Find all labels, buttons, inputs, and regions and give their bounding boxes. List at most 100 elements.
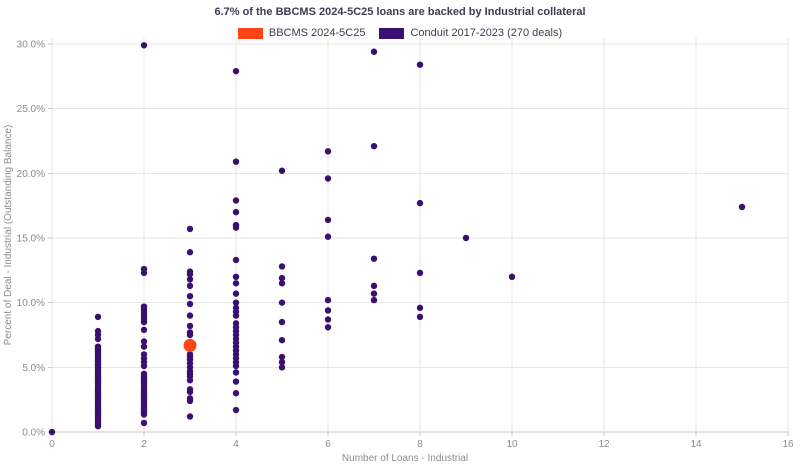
data-point[interactable] — [186, 293, 194, 300]
data-point[interactable] — [370, 48, 378, 55]
legend-label-conduit: Conduit 2017-2023 (270 deals) — [410, 27, 563, 39]
data-point[interactable] — [183, 338, 197, 352]
y-tick-label: 20.0% — [17, 169, 45, 180]
data-point[interactable] — [278, 318, 286, 326]
series-conduit-2017-2023-270-deals- — [48, 42, 746, 436]
data-point[interactable] — [140, 338, 148, 345]
data-point[interactable] — [186, 413, 194, 420]
data-point[interactable] — [416, 61, 424, 68]
data-point[interactable] — [140, 411, 148, 418]
data-point[interactable] — [232, 280, 240, 287]
data-point[interactable] — [416, 313, 424, 321]
data-point[interactable] — [232, 378, 240, 385]
data-point[interactable] — [278, 364, 286, 371]
y-tick-label: 5.0% — [22, 363, 45, 374]
x-tick-label: 16 — [782, 439, 794, 450]
data-point[interactable] — [186, 312, 194, 319]
x-tick-label: 14 — [690, 439, 702, 450]
data-point[interactable] — [186, 271, 194, 278]
data-point[interactable] — [370, 282, 378, 290]
data-point[interactable] — [416, 304, 424, 312]
data-point[interactable] — [324, 216, 332, 224]
y-tick-label: 25.0% — [17, 104, 45, 115]
data-point[interactable] — [416, 199, 424, 207]
data-point[interactable] — [232, 299, 240, 306]
data-point[interactable] — [232, 362, 240, 370]
data-point[interactable] — [186, 276, 194, 283]
data-point[interactable] — [94, 335, 102, 343]
data-point[interactable] — [140, 269, 148, 277]
conduit-swatch-icon — [379, 27, 405, 39]
y-tick-label: 15.0% — [17, 234, 45, 245]
data-point[interactable] — [370, 296, 378, 304]
x-tick-label: 12 — [598, 439, 610, 450]
data-point[interactable] — [232, 67, 240, 75]
y-tick-label: 30.0% — [17, 40, 45, 51]
data-point[interactable] — [370, 142, 378, 150]
chart-title: 6.7% of the BBCMS 2024-5C25 loans are ba… — [214, 6, 586, 18]
data-point[interactable] — [278, 263, 286, 270]
data-point[interactable] — [186, 300, 194, 308]
data-point[interactable] — [186, 249, 194, 256]
data-point[interactable] — [94, 422, 102, 430]
data-point[interactable] — [232, 256, 240, 264]
data-point[interactable] — [94, 313, 102, 321]
data-point[interactable] — [186, 331, 194, 339]
data-point[interactable] — [232, 290, 240, 297]
data-point[interactable] — [140, 419, 148, 427]
legend-item-bbcms[interactable]: BBCMS 2024-5C25 — [237, 27, 365, 39]
data-point[interactable] — [186, 225, 194, 233]
data-point[interactable] — [324, 307, 332, 314]
data-point[interactable] — [140, 318, 148, 326]
data-point[interactable] — [140, 343, 148, 350]
data-point[interactable] — [278, 167, 286, 174]
data-point[interactable] — [232, 208, 240, 216]
data-point[interactable] — [324, 148, 332, 155]
data-point[interactable] — [324, 324, 332, 331]
data-point[interactable] — [232, 197, 240, 204]
y-tick-label: 10.0% — [17, 298, 45, 309]
data-point[interactable] — [324, 296, 332, 304]
data-point[interactable] — [232, 273, 240, 280]
data-point[interactable] — [508, 273, 516, 280]
data-point[interactable] — [232, 390, 240, 397]
data-point[interactable] — [140, 326, 148, 334]
legend-item-conduit[interactable]: Conduit 2017-2023 (270 deals) — [379, 27, 562, 39]
y-axis-tick-labels: 0.0% 5.0% 10.0% 15.0% 20.0% 25.0% 30.0% — [17, 40, 45, 439]
data-point[interactable] — [140, 42, 148, 49]
data-point[interactable] — [416, 269, 424, 277]
data-point[interactable] — [232, 369, 240, 376]
x-axis-tick-labels: 0 2 4 6 8 10 12 14 16 — [49, 439, 794, 450]
x-tick-label: 4 — [233, 439, 239, 450]
data-point[interactable] — [370, 255, 378, 262]
data-point[interactable] — [186, 322, 194, 330]
x-tick-label: 8 — [417, 439, 423, 450]
data-point[interactable] — [48, 428, 56, 436]
data-point[interactable] — [140, 362, 148, 370]
axis-ticks — [48, 43, 789, 436]
data-point[interactable] — [186, 397, 194, 405]
data-point[interactable] — [278, 358, 286, 366]
chart-legend: BBCMS 2024-5C25 Conduit 2017-2023 (270 d… — [0, 27, 800, 39]
data-point[interactable] — [186, 388, 194, 396]
data-point[interactable] — [232, 312, 240, 319]
data-point[interactable] — [232, 224, 240, 231]
data-point[interactable] — [232, 158, 240, 165]
data-point[interactable] — [186, 377, 194, 384]
data-point[interactable] — [324, 175, 332, 182]
y-tick-label: 0.0% — [22, 428, 45, 439]
data-point[interactable] — [370, 290, 378, 297]
x-tick-label: 0 — [49, 439, 55, 450]
data-point[interactable] — [324, 316, 332, 323]
data-point[interactable] — [186, 282, 194, 290]
data-point[interactable] — [278, 299, 286, 306]
data-point[interactable] — [278, 336, 286, 344]
data-point[interactable] — [462, 234, 470, 242]
data-point[interactable] — [738, 203, 746, 211]
data-point[interactable] — [324, 233, 332, 240]
x-axis-title: Number of Loans - Industrial — [342, 453, 468, 464]
data-point[interactable] — [278, 353, 286, 361]
data-point[interactable] — [278, 274, 286, 282]
data-point[interactable] — [232, 406, 240, 414]
data-point[interactable] — [278, 280, 286, 287]
